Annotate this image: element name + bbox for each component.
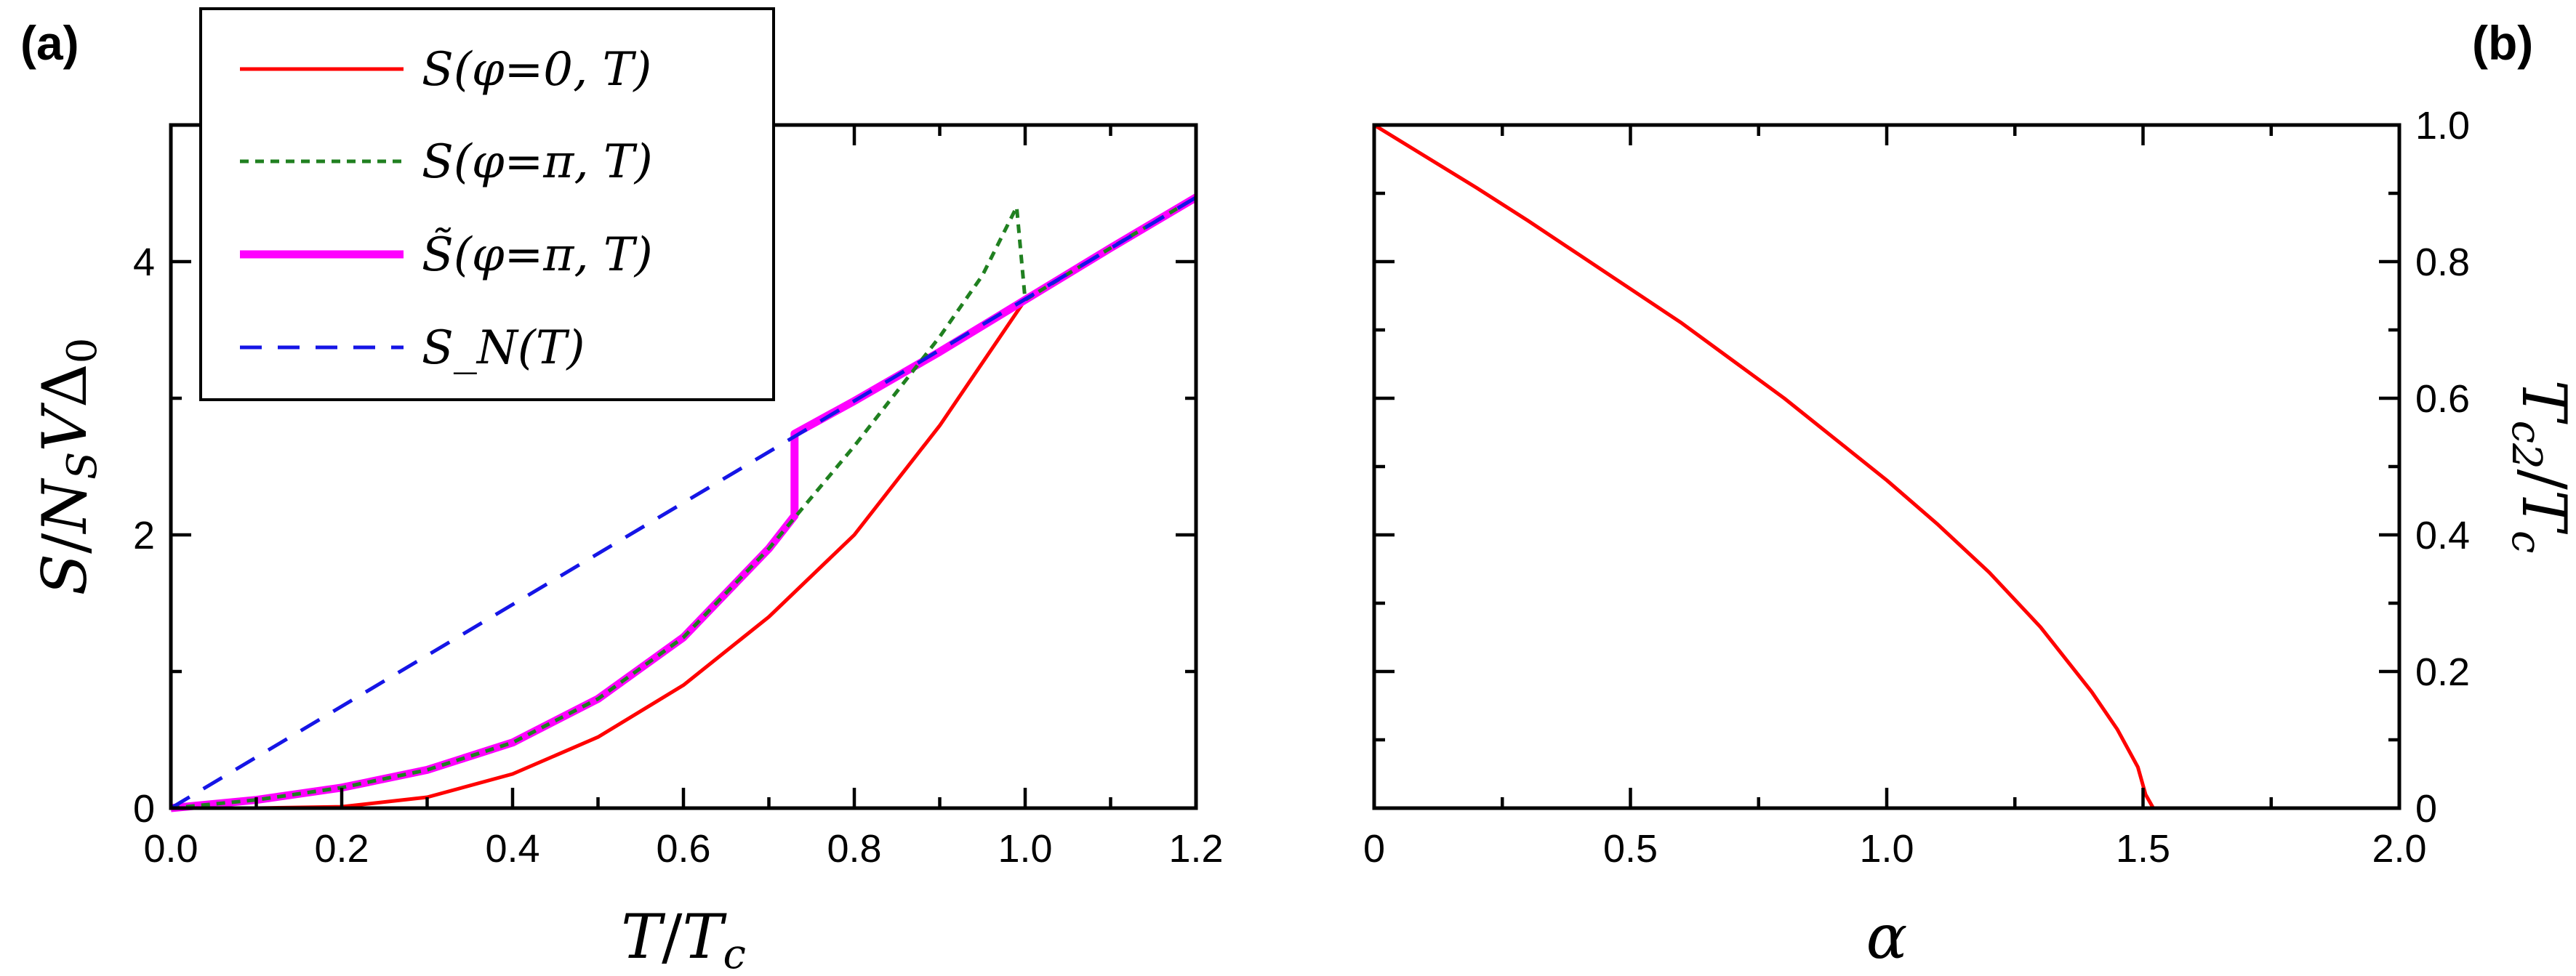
- y-tick-label-b-5: 1.0: [2415, 104, 2470, 148]
- x-label-sub-c: c: [723, 931, 746, 976]
- panel-a-ticks: 0.0 0.2 0.4 0.6 0.8 1.0 1.2 0 2 4: [133, 123, 1224, 871]
- y-label-slash: /: [29, 533, 100, 554]
- x-tick-label-b-0: 0: [1363, 827, 1385, 871]
- x-tick-label-a-0: 0.0: [143, 827, 198, 871]
- x-tick-label-b-3: 1.5: [2116, 827, 2170, 871]
- panel-b-chart: 0 0.5 1.0 1.5 2.000.20.40.60.81.0 α Tc2/Tc: [1363, 104, 2576, 972]
- legend-label-2: S̃(φ=π, T): [422, 227, 653, 282]
- y-tick-label-b-2: 0.4: [2415, 514, 2470, 557]
- panel-label-a: (a): [20, 16, 79, 70]
- legend-label-0: S(φ=0, T): [422, 43, 651, 97]
- x-tick-label-a-5: 1.0: [998, 827, 1052, 871]
- y-label-N: N: [29, 478, 100, 535]
- y-label-sub-0: 0: [59, 338, 106, 364]
- y2-label-T2: T: [2508, 490, 2576, 535]
- y-tick-label-b-1: 0.2: [2415, 650, 2470, 694]
- y-tick-label-b-0: 0: [2415, 787, 2437, 831]
- y-tick-label-b-3: 0.6: [2415, 377, 2470, 421]
- y2-label-sub-c2: c2: [2503, 421, 2550, 469]
- x-tick-label-a-1: 0.2: [314, 827, 369, 871]
- series-line-a-3: [169, 195, 1197, 810]
- y2-label-slash: /: [2508, 469, 2576, 491]
- legend-box: [199, 7, 775, 401]
- x-tick-label-a-4: 0.8: [827, 827, 881, 871]
- y-label-S: S: [29, 554, 100, 596]
- panel-a-x-axis-label: T/Tc: [621, 901, 746, 976]
- panel-b-curves: [1373, 123, 2399, 810]
- x-label-T2: T: [682, 901, 727, 972]
- x-tick-label-a-3: 0.6: [656, 827, 710, 871]
- panel-label-b: (b): [2472, 16, 2533, 70]
- panel-b-ticks: 0 0.5 1.0 1.5 2.000.20.40.60.81.0: [1363, 104, 2470, 871]
- series-line-b-0: [1373, 123, 2399, 810]
- x-tick-label-b-2: 1.0: [1859, 827, 1914, 871]
- panel-b-y-axis-label: Tc2/Tc: [2503, 380, 2576, 554]
- x-label-T: T: [621, 901, 666, 972]
- legend-label-3: S_N(T): [422, 321, 585, 375]
- y-label-delta: Δ: [29, 363, 100, 408]
- y-tick-label-a-2: 4: [133, 241, 155, 284]
- x-label-slash: /: [662, 901, 683, 972]
- y-tick-label-a-0: 0: [133, 787, 155, 831]
- y-tick-label-a-1: 2: [133, 514, 155, 557]
- y-label-V: V: [29, 403, 100, 452]
- y2-label-sub-c: c: [2503, 531, 2550, 553]
- panel-b-x-axis-label: α: [1866, 901, 1908, 972]
- y-label-sub-S: S: [59, 452, 106, 480]
- y-tick-label-b-4: 0.8: [2415, 241, 2470, 284]
- panel-a-legend: S(φ=0, T) S(φ=π, T) S̃(φ=π, T) S_N(T): [199, 7, 775, 401]
- series-line-a-1: [170, 195, 1197, 810]
- panel-a-y-axis-label: S/NSVΔ0: [29, 338, 106, 596]
- legend-label-1: S(φ=π, T): [422, 135, 653, 189]
- panel-b-plot-frame: [1372, 123, 2402, 810]
- x-tick-label-a-6: 1.2: [1168, 827, 1223, 871]
- y2-label-T: T: [2508, 380, 2576, 425]
- x-tick-label-a-2: 0.4: [485, 827, 539, 871]
- x-tick-label-b-4: 2.0: [2372, 827, 2426, 871]
- x-tick-label-b-1: 0.5: [1603, 827, 1658, 871]
- legend-items: S(φ=0, T) S(φ=π, T) S̃(φ=π, T) S_N(T): [240, 43, 653, 375]
